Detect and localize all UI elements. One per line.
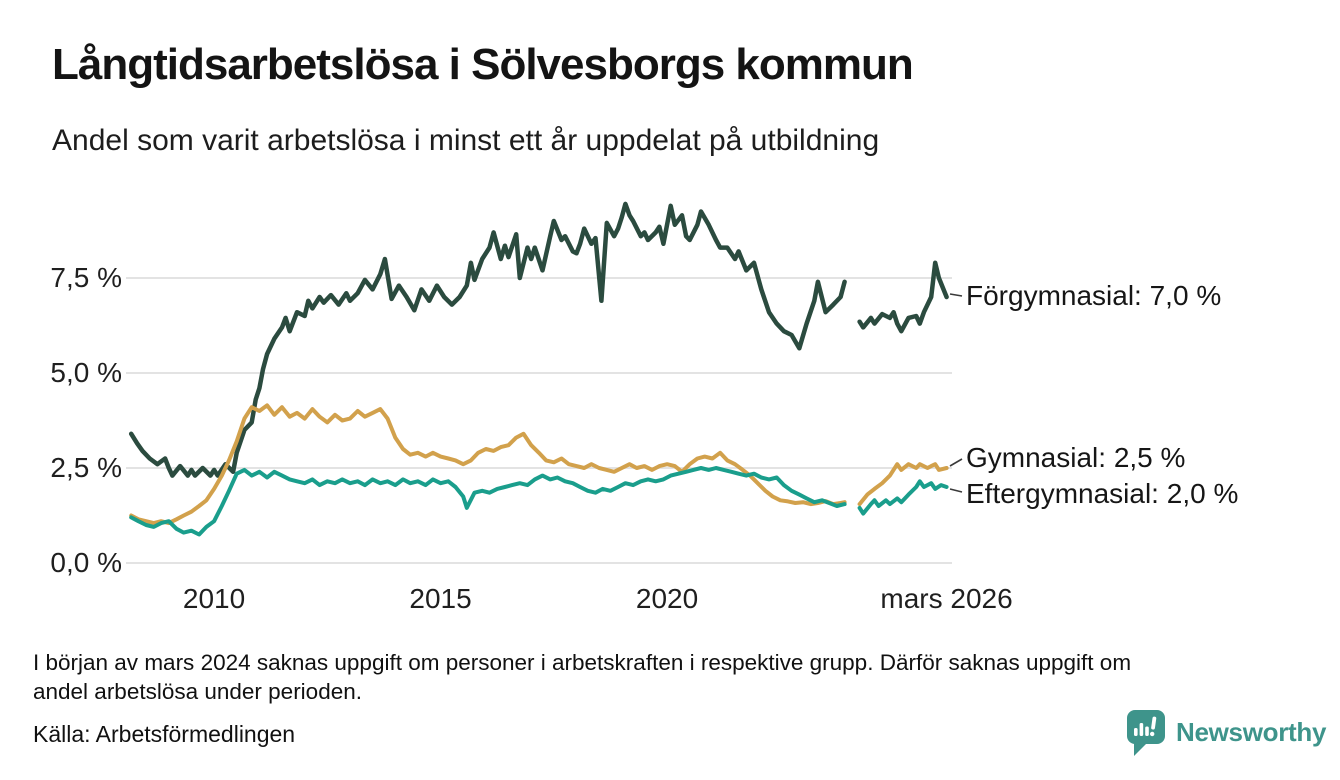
page-subtitle: Andel som varit arbetslösa i minst ett å… bbox=[52, 124, 880, 157]
label-connector-eftergymnasial bbox=[949, 488, 963, 493]
newsworthy-logo: Newsworthy bbox=[1126, 709, 1326, 759]
footnote: I början av mars 2024 saknas uppgift om … bbox=[33, 649, 1131, 706]
series-label-forgymnasial: Förgymnasial: 7,0 % bbox=[966, 280, 1222, 311]
page-title: Långtidsarbetslösa i Sölvesborgs kommun bbox=[52, 40, 914, 89]
newsworthy-bubble-icon bbox=[1127, 710, 1165, 756]
y-axis-label-0-0: 0,0 % bbox=[50, 547, 122, 578]
y-axis-label-7-5: 7,5 % bbox=[50, 262, 122, 293]
x-axis-label-2020: 2020 bbox=[635, 583, 699, 614]
source-text: Källa: Arbetsförmedlingen bbox=[33, 721, 296, 747]
line-eftergymnasial-segment-1 bbox=[129, 466, 847, 537]
line-gymnasial-segment-1 bbox=[129, 403, 847, 526]
footnote-line-2: andel arbetslösa under perioden. bbox=[33, 678, 362, 704]
series-label-gymnasial: Gymnasial: 2,5 % bbox=[966, 442, 1186, 473]
x-axis-label-mars-2026: mars 2026 bbox=[880, 583, 1013, 614]
y-axis-label-5-0: 5,0 % bbox=[50, 357, 122, 388]
series-lines bbox=[128, 201, 949, 537]
x-axis-label-2010: 2010 bbox=[182, 583, 246, 614]
label-connector-forgymnasial bbox=[949, 293, 963, 297]
line-eftergymnasial-segment-2 bbox=[857, 479, 949, 516]
footnote-line-1: I början av mars 2024 saknas uppgift om … bbox=[33, 650, 1132, 675]
x-axis-label-2015: 2015 bbox=[409, 583, 472, 614]
series-label-eftergymnasial: Eftergymnasial: 2,0 % bbox=[966, 478, 1239, 509]
line-gymnasial-segment-2 bbox=[857, 462, 949, 507]
gridlines bbox=[126, 277, 952, 564]
newsworthy-wordmark: Newsworthy bbox=[1176, 717, 1327, 747]
line-förgymnasial-segment-2 bbox=[857, 260, 949, 334]
line-förgymnasial-segment-1 bbox=[128, 201, 847, 478]
label-connector-gymnasial bbox=[949, 458, 963, 467]
y-axis-label-2-5: 2,5 % bbox=[50, 452, 122, 483]
